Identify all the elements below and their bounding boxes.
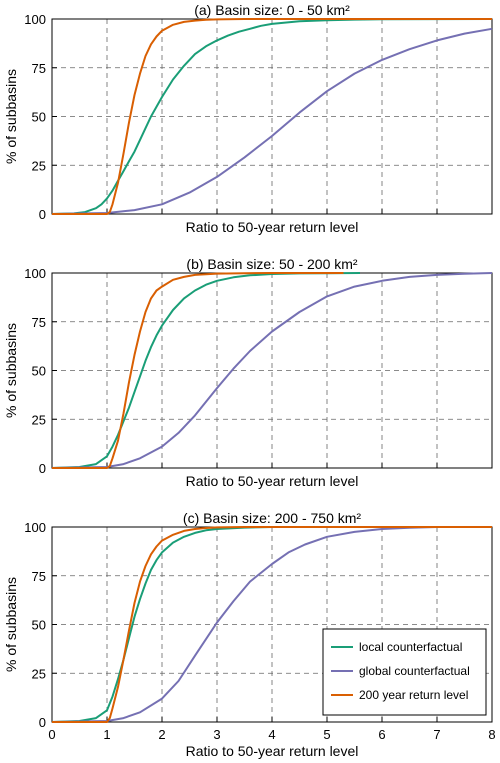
- y-tick-label: 50: [32, 364, 46, 379]
- y-tick-label: 50: [32, 110, 46, 125]
- y-tick-label: 75: [32, 61, 46, 76]
- series-line-200-year-return-level: [52, 18, 492, 215]
- x-tick-label: 1: [103, 727, 110, 742]
- legend-label: global counterfactual: [359, 664, 470, 678]
- y-axis-label: % of subbasins: [3, 323, 19, 418]
- chart-panel-2: 0 25 50 75 100 (b) Basin size: 50 - 200 km² Ra…: [3, 256, 493, 489]
- y-axis-label: % of subbasins: [3, 69, 19, 164]
- y-axis-label: % of subbasins: [3, 577, 19, 672]
- x-tick-label: 7: [433, 727, 440, 742]
- chart-title: (c) Basin size: 200 - 750 km²: [183, 510, 362, 526]
- series-line-200-year-return-level: [52, 272, 344, 469]
- x-tick-label: 4: [268, 727, 275, 742]
- x-axis-label: Ratio to 50-year return level: [186, 219, 359, 235]
- chart-title: (a) Basin size: 0 - 50 km²: [194, 2, 350, 18]
- series-line-local-counterfactual: [51, 272, 361, 469]
- y-tick-label: 25: [32, 412, 46, 427]
- legend-label: local counterfactual: [359, 640, 462, 654]
- x-tick-label: 0: [48, 727, 55, 742]
- chart-panel-1: 0 25 50 75 100 (a) Basin size: 0 - 50 km² Rati…: [3, 2, 493, 235]
- y-tick-label: 0: [39, 207, 46, 222]
- y-tick-label: 100: [24, 520, 46, 535]
- series-line-global-counterfactual: [51, 272, 493, 469]
- x-tick-label: 5: [323, 727, 330, 742]
- chart-panel-3: 0 25 50 75 100 0 1 2 3 4 5 6 7 8 (c) Basin size: 200 -…: [3, 510, 496, 759]
- y-tick-label: 75: [32, 569, 46, 584]
- y-tick-label: 0: [39, 715, 46, 730]
- x-tick-label: 3: [213, 727, 220, 742]
- legend-label: 200 year return level: [359, 688, 468, 702]
- x-tick-label: 2: [158, 727, 165, 742]
- y-tick-label: 25: [32, 666, 46, 681]
- series-line-global-counterfactual: [51, 27, 493, 215]
- y-tick-label: 0: [39, 461, 46, 476]
- series-line-200-year-return-level: [52, 526, 492, 723]
- y-tick-label: 100: [24, 266, 46, 281]
- x-axis-label: Ratio to 50-year return level: [186, 473, 359, 489]
- legend: local counterfactual global counterfactua…: [322, 628, 487, 716]
- y-tick-label: 75: [32, 315, 46, 330]
- x-tick-label: 8: [488, 727, 495, 742]
- chart-title: (b) Basin size: 50 - 200 km²: [186, 256, 358, 272]
- series-line-global-counterfactual: [51, 526, 492, 723]
- series-line-local-counterfactual: [51, 18, 493, 215]
- x-axis-label: Ratio to 50-year return level: [186, 743, 359, 759]
- y-tick-label: 25: [32, 158, 46, 173]
- x-tick-label: 6: [378, 727, 385, 742]
- y-tick-label: 50: [32, 618, 46, 633]
- series-line-local-counterfactual: [51, 526, 492, 723]
- y-tick-label: 100: [24, 12, 46, 27]
